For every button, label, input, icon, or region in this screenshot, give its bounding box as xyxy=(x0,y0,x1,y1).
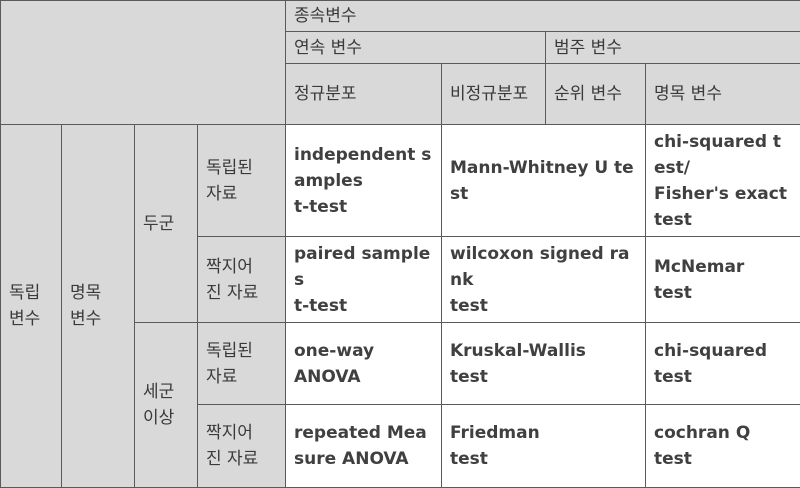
cell-mann-whitney-u-test: Mann-Whitney U test xyxy=(442,125,646,237)
cell-one-way-anova: one-way ANOVA xyxy=(286,323,442,405)
cell-mcnemar-test: McNemar test xyxy=(646,237,800,323)
rowheader-independent-data: 독립된 자료 xyxy=(198,125,286,237)
rowheader-two-groups: 두군 xyxy=(135,125,198,323)
cell-friedman-test: Friedman test xyxy=(442,405,646,488)
header-normal-distribution: 정규분포 xyxy=(286,64,442,125)
header-categorical-variable: 범주 변수 xyxy=(546,32,800,64)
rowheader-paired-data: 짝지어 진 자료 xyxy=(198,405,286,488)
cell-kruskal-wallis-test: Kruskal-Wallis test xyxy=(442,323,646,405)
cell-independent-samples-t-test: independent samples t-test xyxy=(286,125,442,237)
header-nonnormal-distribution: 비정규분포 xyxy=(442,64,546,125)
rowheader-independent-data: 독립된 자료 xyxy=(198,323,286,405)
cell-repeated-measure-anova: repeated Measure ANOVA xyxy=(286,405,442,488)
rowheader-three-or-more-groups: 세군 이상 xyxy=(135,323,198,488)
cell-chi-squared-test: chi-squared test xyxy=(646,323,800,405)
header-nominal-variable: 명목 변수 xyxy=(646,64,800,125)
cell-paired-samples-t-test: paired samples t-test xyxy=(286,237,442,323)
rowheader-independent-variable: 독립 변수 xyxy=(1,125,62,488)
rowheader-nominal-variable: 명목 변수 xyxy=(62,125,135,488)
cell-wilcoxon-signed-rank-test: wilcoxon signed rank test xyxy=(442,237,646,323)
cell-chi-squared-fisher-exact: chi-squared test/ Fisher's exact test xyxy=(646,125,800,237)
table-corner xyxy=(1,1,286,125)
header-ordinal-variable: 순위 변수 xyxy=(546,64,646,125)
cell-cochran-q-test: cochran Q test xyxy=(646,405,800,488)
header-dependent-variable: 종속변수 xyxy=(286,1,800,32)
rowheader-paired-data: 짝지어 진 자료 xyxy=(198,237,286,323)
header-continuous-variable: 연속 변수 xyxy=(286,32,546,64)
